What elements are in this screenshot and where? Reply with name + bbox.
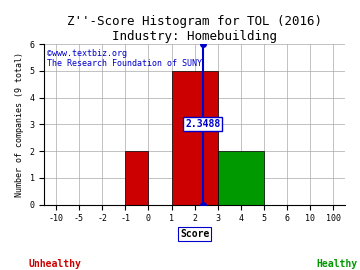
Title: Z''-Score Histogram for TOL (2016)
Industry: Homebuilding: Z''-Score Histogram for TOL (2016) Indus… xyxy=(67,15,322,43)
X-axis label: Score: Score xyxy=(180,229,209,239)
Y-axis label: Number of companies (9 total): Number of companies (9 total) xyxy=(15,52,24,197)
Bar xyxy=(125,151,148,204)
Text: Unhealthy: Unhealthy xyxy=(29,259,82,269)
Bar xyxy=(218,151,264,204)
Text: ©www.textbiz.org
The Research Foundation of SUNY: ©www.textbiz.org The Research Foundation… xyxy=(47,49,202,68)
Text: Healthy: Healthy xyxy=(317,259,358,269)
Text: 2.3488: 2.3488 xyxy=(185,119,220,129)
Bar xyxy=(171,71,218,204)
